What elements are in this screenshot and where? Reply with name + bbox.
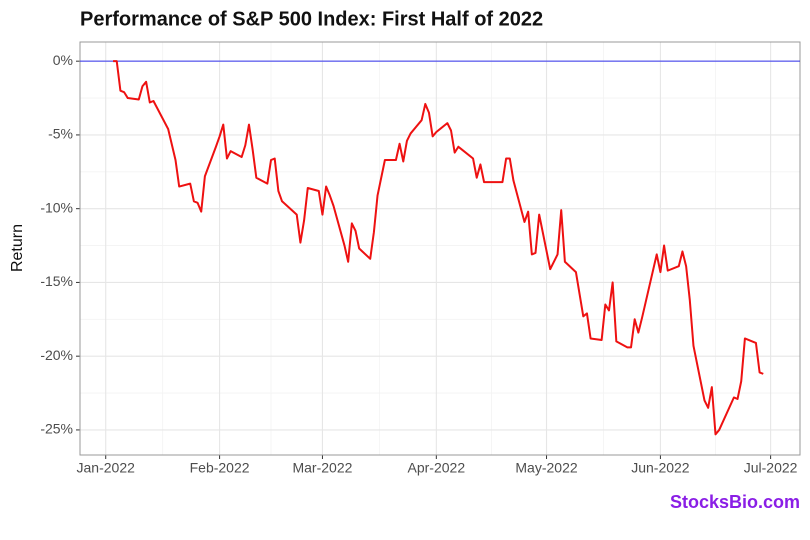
y-tick-label: -15% xyxy=(40,273,73,289)
x-tick-label: Jan-2022 xyxy=(77,460,136,476)
y-tick-label: 0% xyxy=(53,52,73,68)
panel-border xyxy=(79,41,801,456)
x-tick-label: May-2022 xyxy=(515,460,577,476)
y-tick-label: -25% xyxy=(40,421,73,437)
x-tick-label: Feb-2022 xyxy=(190,460,250,476)
y-axis-label: Return xyxy=(9,224,26,272)
x-tick-label: Jun-2022 xyxy=(631,460,690,476)
series-line xyxy=(113,60,764,436)
y-tick-label: -20% xyxy=(40,347,73,363)
chart-title: Performance of S&P 500 Index: First Half… xyxy=(80,8,543,30)
y-tick-label: -5% xyxy=(48,126,73,142)
watermark: StocksBio.com xyxy=(670,492,800,512)
x-tick-label: Mar-2022 xyxy=(292,460,352,476)
x-tick-label: Apr-2022 xyxy=(408,460,466,476)
x-tick-label: Jul-2022 xyxy=(744,460,798,476)
y-tick-label: -10% xyxy=(40,199,73,215)
